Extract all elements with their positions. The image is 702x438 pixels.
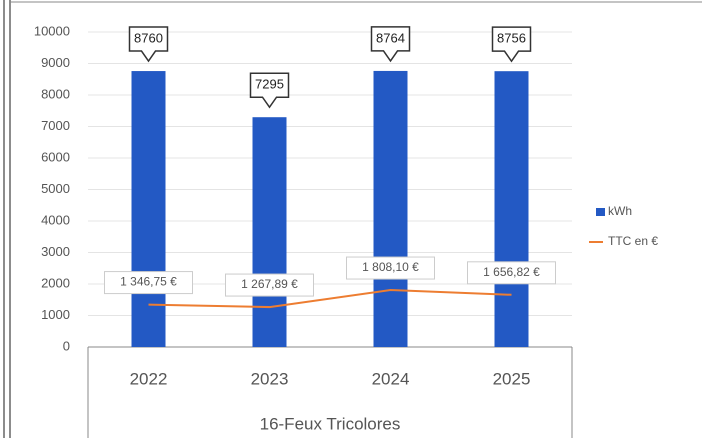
x-axis-title: 16-Feux Tricolores bbox=[260, 414, 401, 433]
y-tick-label: 1000 bbox=[41, 307, 70, 322]
y-tick-label: 3000 bbox=[41, 244, 70, 259]
data-label-box bbox=[346, 256, 435, 280]
data-label: 8764 bbox=[376, 30, 405, 45]
x-tick-label: 2025 bbox=[493, 369, 531, 388]
data-label-callout bbox=[249, 72, 290, 109]
y-tick-label: 9000 bbox=[41, 55, 70, 70]
bar bbox=[131, 71, 166, 347]
data-label-box bbox=[104, 271, 193, 295]
y-tick-label: 0 bbox=[63, 338, 70, 353]
legend-swatch bbox=[596, 208, 605, 216]
y-tick-label: 4000 bbox=[41, 212, 70, 227]
x-tick-label: 2022 bbox=[130, 369, 168, 388]
data-label: 1 808,10 € bbox=[362, 260, 419, 274]
data-label-callout bbox=[491, 26, 532, 63]
data-label: 1 656,82 € bbox=[483, 265, 540, 279]
data-label-box bbox=[467, 261, 556, 285]
bar bbox=[373, 70, 408, 348]
y-tick-label: 7000 bbox=[41, 118, 70, 133]
data-label: 1 346,75 € bbox=[120, 275, 177, 289]
data-label-box bbox=[225, 273, 314, 297]
legend-label: TTC en € bbox=[608, 234, 658, 248]
data-label: 8760 bbox=[134, 30, 163, 45]
line bbox=[148, 289, 512, 309]
data-label-callout bbox=[128, 26, 169, 63]
data-label-callout bbox=[370, 26, 411, 63]
y-tick-label: 10000 bbox=[34, 23, 70, 38]
y-tick-label: 6000 bbox=[41, 149, 70, 164]
legend-label: kWh bbox=[608, 204, 632, 218]
y-tick-label: 5000 bbox=[41, 181, 70, 196]
data-label: 1 267,89 € bbox=[241, 277, 298, 291]
y-tick-label: 8000 bbox=[41, 86, 70, 101]
bar bbox=[494, 71, 529, 347]
bar bbox=[252, 117, 287, 348]
x-tick-label: 2024 bbox=[372, 369, 410, 388]
data-label: 8756 bbox=[497, 31, 526, 46]
data-label: 7295 bbox=[255, 77, 284, 92]
y-tick-label: 2000 bbox=[41, 275, 70, 290]
x-tick-label: 2023 bbox=[251, 369, 289, 388]
